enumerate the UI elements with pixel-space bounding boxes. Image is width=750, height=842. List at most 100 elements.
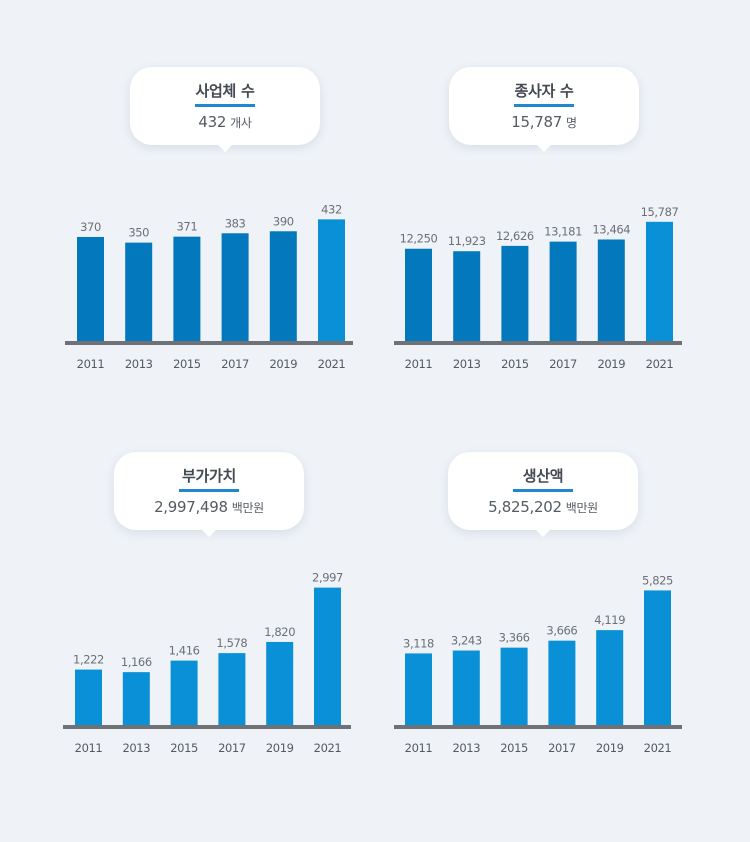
bar-2017 <box>548 640 576 726</box>
bar-2015 <box>170 660 198 726</box>
bar-chart-establishments: 370 2011 350 2013 371 2015 383 2017 390 2019 432 20… <box>65 202 353 371</box>
bar-2021 <box>314 587 341 726</box>
bar-2017 <box>218 653 246 726</box>
x-tick-label-2015: 2015 <box>501 357 529 371</box>
data-label-2019: 4,119 <box>594 613 625 627</box>
x-tick-label-2017: 2017 <box>221 357 249 371</box>
x-axis-baseline <box>65 341 353 345</box>
summary-bubble-establishments: 사업체 수 432 개사 <box>130 67 320 152</box>
bar-2019 <box>597 239 625 342</box>
x-tick-label-2013: 2013 <box>122 741 150 755</box>
bar-2013 <box>453 251 481 342</box>
bar-2021 <box>646 221 673 342</box>
bar-2015 <box>173 236 201 342</box>
title-underline <box>514 104 574 107</box>
bar-2011 <box>405 653 432 726</box>
x-tick-label-2013: 2013 <box>453 357 481 371</box>
summary-value-line: 15,787 명 <box>449 113 639 131</box>
data-label-2017: 1,578 <box>216 636 247 650</box>
x-axis-baseline <box>394 725 682 729</box>
x-tick-label-2017: 2017 <box>548 741 576 755</box>
chart-title: 종사자 수 <box>514 82 574 100</box>
bar-2015 <box>501 245 529 342</box>
data-label-2019: 13,464 <box>592 222 630 236</box>
summary-bubble-employees: 종사자 수 15,787 명 <box>449 67 639 152</box>
x-tick-label-2015: 2015 <box>173 357 201 371</box>
summary-value-line: 5,825,202 백만원 <box>448 498 638 516</box>
bar-chart-employees: 12,250 2011 11,923 2013 12,626 2015 13,181 2017… <box>394 205 682 371</box>
x-tick-label-2011: 2011 <box>405 741 433 755</box>
chart-title: 사업체 수 <box>195 82 255 100</box>
x-tick-label-2017: 2017 <box>218 741 246 755</box>
x-tick-label-2013: 2013 <box>125 357 153 371</box>
data-label-2015: 12,626 <box>496 229 534 243</box>
bar-2021 <box>318 219 345 342</box>
bar-2015 <box>500 647 528 726</box>
x-tick-label-2011: 2011 <box>75 741 103 755</box>
data-label-2011: 12,250 <box>400 232 438 246</box>
chart-panel-production: 생산액 5,825,202 백만원 <box>375 400 750 842</box>
summary-bubble-value-added: 부가가치 2,997,498 백만원 <box>114 452 304 537</box>
data-label-2015: 1,416 <box>169 644 200 658</box>
x-tick-label-2019: 2019 <box>269 357 297 371</box>
bar-2011 <box>405 248 432 342</box>
summary-value: 432 <box>198 113 227 131</box>
data-label-2015: 3,366 <box>499 631 530 645</box>
data-label-2017: 383 <box>225 216 246 230</box>
bar-2011 <box>75 669 102 726</box>
bar-2011 <box>77 236 104 342</box>
x-tick-label-2011: 2011 <box>77 357 105 371</box>
data-label-2011: 370 <box>80 220 101 234</box>
bar-2013 <box>452 650 480 726</box>
title-underline <box>513 489 573 492</box>
summary-value: 5,825,202 <box>488 498 562 516</box>
x-tick-label-2019: 2019 <box>266 741 294 755</box>
data-label-2015: 371 <box>177 220 198 234</box>
bar-2019 <box>266 641 294 726</box>
x-tick-label-2013: 2013 <box>452 741 480 755</box>
data-label-2011: 3,118 <box>403 636 434 650</box>
x-tick-label-2021: 2021 <box>314 741 342 755</box>
data-label-2021: 2,997 <box>312 571 343 585</box>
bar-2017 <box>549 241 577 342</box>
summary-value: 15,787 <box>511 113 562 131</box>
chart-panel-establishments: 사업체 수 432 개사 <box>0 0 375 400</box>
title-underline <box>195 104 255 107</box>
x-tick-label-2019: 2019 <box>597 357 625 371</box>
data-label-2021: 432 <box>321 202 342 216</box>
summary-value-line: 432 개사 <box>130 113 320 131</box>
data-label-2011: 1,222 <box>73 653 104 667</box>
data-label-2021: 15,787 <box>641 205 679 219</box>
bar-2019 <box>269 231 297 342</box>
data-label-2019: 390 <box>273 214 294 228</box>
x-tick-label-2015: 2015 <box>500 741 528 755</box>
summary-unit: 개사 <box>230 116 252 130</box>
title-underline <box>179 489 239 492</box>
bar-2021 <box>644 590 671 726</box>
data-label-2021: 5,825 <box>642 573 673 587</box>
data-label-2013: 11,923 <box>448 234 486 248</box>
data-label-2013: 350 <box>128 226 149 240</box>
bar-chart-production: 3,118 2011 3,243 2013 3,366 2015 3,666 2017 4,11… <box>394 573 682 755</box>
chart-title: 부가가치 <box>181 467 236 485</box>
x-tick-label-2021: 2021 <box>646 357 674 371</box>
x-tick-label-2021: 2021 <box>644 741 672 755</box>
x-tick-label-2021: 2021 <box>318 357 346 371</box>
data-label-2019: 1,820 <box>264 625 295 639</box>
data-label-2013: 3,243 <box>451 634 482 648</box>
x-axis-baseline <box>394 341 682 345</box>
x-axis-baseline <box>63 725 351 729</box>
x-tick-label-2019: 2019 <box>596 741 624 755</box>
summary-unit: 명 <box>565 116 577 130</box>
summary-value-line: 2,997,498 백만원 <box>114 498 304 516</box>
x-tick-label-2011: 2011 <box>405 357 433 371</box>
bar-2013 <box>125 242 153 342</box>
data-label-2013: 1,166 <box>121 655 152 669</box>
bar-2019 <box>596 630 624 726</box>
summary-unit: 백만원 <box>231 501 265 515</box>
bar-chart-value-added: 1,222 2011 1,166 2013 1,416 2015 1,578 2017 1,82… <box>63 571 351 755</box>
chart-panel-employees: 종사자 수 15,787 명 <box>375 0 750 400</box>
bar-2017 <box>221 233 249 342</box>
chart-panel-value-added: 부가가치 2,997,498 백만원 <box>0 400 375 842</box>
summary-unit: 백만원 <box>565 501 599 515</box>
